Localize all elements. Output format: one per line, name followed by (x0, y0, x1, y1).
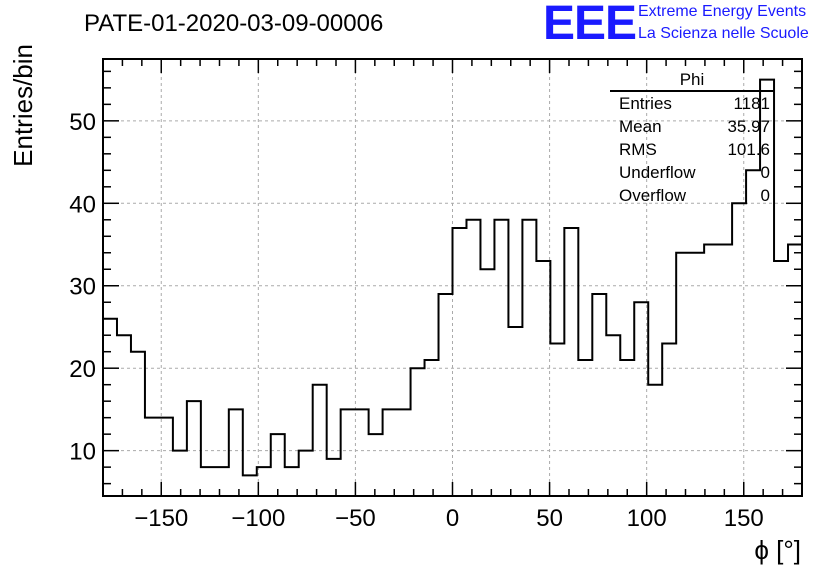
x-tick-label: 50 (536, 505, 563, 532)
stats-box: Phi Entries 1181 Mean 35.97 RMS 101.6 Un… (610, 70, 774, 207)
stats-value: 0 (760, 186, 770, 205)
x-tick-label: −50 (335, 505, 376, 532)
stats-row-mean: Mean 35.97 (610, 115, 774, 138)
y-tick-label: 50 (69, 109, 96, 136)
y-tick-label: 40 (69, 191, 96, 218)
tick-labels: −150 −100 −50 0 50 100 150 10 20 30 40 50 (69, 109, 763, 532)
stats-row-underflow: Underflow 0 (610, 161, 774, 184)
stats-label: Overflow (619, 186, 687, 205)
y-tick-label: 10 (69, 439, 96, 466)
stats-value: 35.97 (727, 117, 770, 136)
histogram-line (103, 78, 802, 477)
chart-title: PATE-01-2020-03-09-00006 (84, 10, 384, 37)
stats-label: Entries (619, 94, 672, 113)
org-name-line1: Extreme Energy Events (638, 3, 807, 20)
stats-value: 1181 (733, 94, 770, 113)
org-name-line2: La Scienza nelle Scuole (638, 25, 809, 42)
x-tick-label: −100 (231, 505, 285, 532)
x-tick-label: 100 (627, 505, 667, 532)
eee-logo: EEE (543, 0, 637, 50)
stats-label: Mean (619, 117, 662, 136)
stats-title: Phi (610, 70, 774, 92)
stats-label: RMS (619, 140, 657, 159)
y-axis-label: Entries/bin (8, 44, 38, 167)
stats-label: Underflow (619, 163, 696, 182)
x-axis-label: ϕ [°] (754, 535, 801, 565)
y-tick-label: 20 (69, 356, 96, 383)
stats-value: 0 (760, 163, 770, 182)
stats-row-entries: Entries 1181 (610, 92, 774, 115)
stats-row-overflow: Overflow 0 (610, 184, 774, 207)
x-tick-label: 0 (446, 505, 459, 532)
x-tick-label: 150 (724, 505, 764, 532)
stats-row-rms: RMS 101.6 (610, 138, 774, 161)
y-tick-label: 30 (69, 274, 96, 301)
axis-ticks (102, 59, 803, 496)
x-tick-label: −150 (134, 505, 188, 532)
stats-value: 101.6 (727, 140, 770, 159)
